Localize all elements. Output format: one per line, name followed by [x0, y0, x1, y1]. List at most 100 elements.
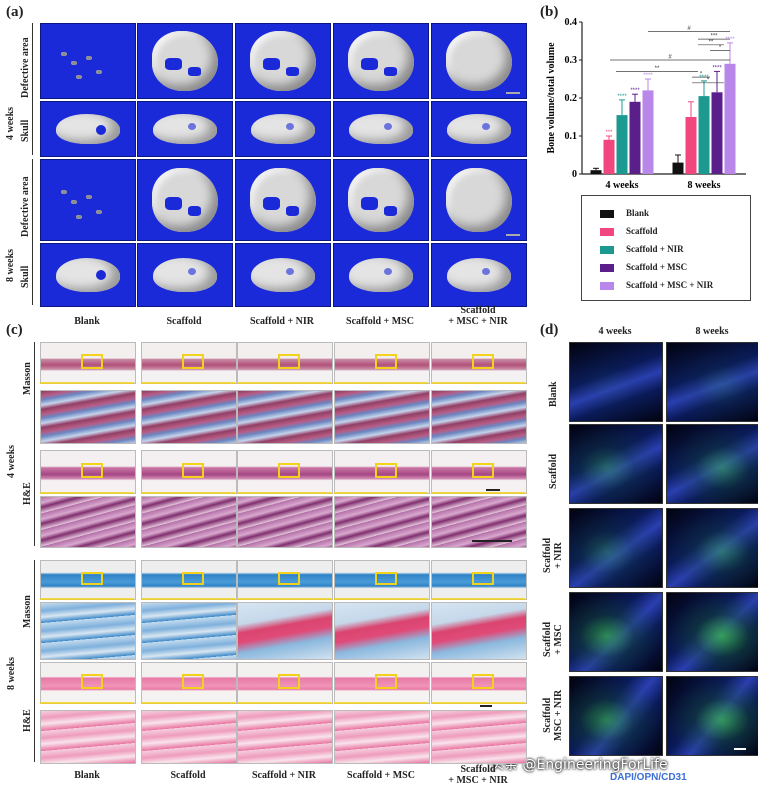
- zoom-box: [278, 674, 300, 689]
- histology-image: [141, 662, 237, 704]
- microct-tile: [333, 243, 429, 307]
- row-label-line1: Blank: [548, 381, 559, 407]
- column-label-line1: Scaffold + MSC: [346, 316, 414, 327]
- row-label: Scaffold: [548, 454, 559, 489]
- histology-image: [334, 390, 430, 444]
- zoom-guide: [431, 382, 525, 384]
- defect-hole: [482, 123, 491, 131]
- skull-render: [56, 114, 120, 144]
- row-label: Scaffold + MSC: [542, 622, 564, 657]
- bracket-label: *: [707, 77, 710, 83]
- row-label-wrap: Scaffold + NIR: [540, 508, 566, 586]
- column-label-line1: Blank: [74, 770, 100, 781]
- stain-label: H&E: [22, 709, 33, 732]
- histology-image: [237, 496, 333, 548]
- zoom-box: [472, 354, 494, 369]
- row-label-wrap: Scaffold + MSC: [540, 592, 566, 670]
- scaffold-render: [152, 168, 218, 232]
- histology-image: [237, 342, 333, 384]
- row-label: Blank: [548, 381, 559, 407]
- column-label-line1: Scaffold: [460, 764, 496, 775]
- significance-stars: ****: [643, 73, 653, 79]
- histology-image: [431, 560, 527, 600]
- row-label: Scaffold + NIR: [542, 538, 564, 573]
- zoom-guide: [40, 598, 134, 600]
- zoom-guide: [141, 492, 235, 494]
- scaffold-render: [250, 31, 316, 91]
- bracket-label: ***: [710, 34, 718, 40]
- skull-render: [153, 114, 217, 144]
- zoom-box: [375, 354, 397, 369]
- y-tick-label: 0: [572, 169, 577, 180]
- bracket-label: *: [719, 45, 722, 51]
- bar: [711, 92, 723, 174]
- bone-fragment: [71, 61, 77, 65]
- y-tick-label: 0.3: [565, 55, 578, 66]
- scale-bar: [480, 705, 492, 707]
- scaffold-gap: [286, 66, 300, 76]
- bracket-label: #: [668, 55, 672, 61]
- histology-image: [40, 450, 136, 494]
- legend-entry: Scaffold: [626, 226, 658, 236]
- row-label-wrap: Scaffold MSC + NIR: [540, 676, 566, 754]
- column-label: Scaffold + NIR: [237, 770, 331, 781]
- row-label-line1: Scaffold: [542, 538, 553, 573]
- scaffold-gap: [384, 206, 398, 216]
- zoom-box: [375, 674, 397, 689]
- scaffold-render: [348, 168, 414, 232]
- bar: [590, 170, 602, 174]
- column-label-line1: Scaffold + MSC: [347, 770, 415, 781]
- microct-tile: [235, 243, 331, 307]
- histology-image: [141, 450, 237, 494]
- histology-image: [431, 496, 527, 548]
- microct-tile: [333, 159, 429, 241]
- y-axis-title: Bone volume/total volume: [546, 42, 557, 154]
- zoom-guide: [40, 492, 134, 494]
- skull-render: [447, 114, 511, 144]
- row-label-wrap: Scaffold: [540, 424, 566, 502]
- row-label: Defective area: [20, 176, 31, 237]
- column-label: Scaffold: [141, 770, 235, 781]
- scale-bar: [472, 540, 512, 542]
- significance-stars: ****: [699, 75, 709, 81]
- group-bracket: [34, 560, 35, 762]
- microct-tile: [235, 159, 331, 241]
- significance-stars: ***: [605, 130, 613, 136]
- zoom-box: [278, 571, 300, 586]
- row-label: Skull: [20, 265, 31, 288]
- zoom-guide: [237, 598, 331, 600]
- bar: [698, 96, 710, 174]
- zoom-guide: [334, 382, 428, 384]
- defect-hole: [384, 268, 393, 276]
- legend-swatch: [600, 210, 614, 218]
- zoom-guide: [334, 492, 428, 494]
- group-bracket: [34, 342, 35, 546]
- column-label: Scaffold + MSC: [333, 316, 427, 327]
- microct-tile: [235, 101, 331, 157]
- column-label-line1: Blank: [74, 316, 100, 327]
- defect-hole: [286, 268, 295, 276]
- column-label-line1: Scaffold: [460, 305, 496, 316]
- histology-image: [237, 390, 333, 444]
- row-label: Defective area: [20, 37, 31, 98]
- zoom-box: [375, 462, 397, 478]
- histology-image: [141, 560, 237, 600]
- bar: [685, 117, 697, 174]
- scaffold-gap: [165, 196, 182, 210]
- scaffold-render: [446, 31, 512, 91]
- fluorescence-image: [666, 592, 758, 672]
- histology-image: [334, 560, 430, 600]
- column-label-line1: Scaffold: [170, 770, 206, 781]
- fluorescence-image: [569, 676, 663, 756]
- scaffold-gap: [263, 196, 280, 210]
- defect-hole: [188, 268, 197, 276]
- bar: [616, 115, 628, 174]
- microct-tile: [431, 243, 527, 307]
- bar: [672, 162, 684, 174]
- fluorescence-image: [569, 508, 663, 588]
- scaffold-render: [446, 168, 512, 232]
- histology-image: [431, 342, 527, 384]
- column-label-line1: Scaffold + NIR: [249, 316, 315, 327]
- row-label-line1: Scaffold: [542, 622, 553, 657]
- zoom-guide: [334, 598, 428, 600]
